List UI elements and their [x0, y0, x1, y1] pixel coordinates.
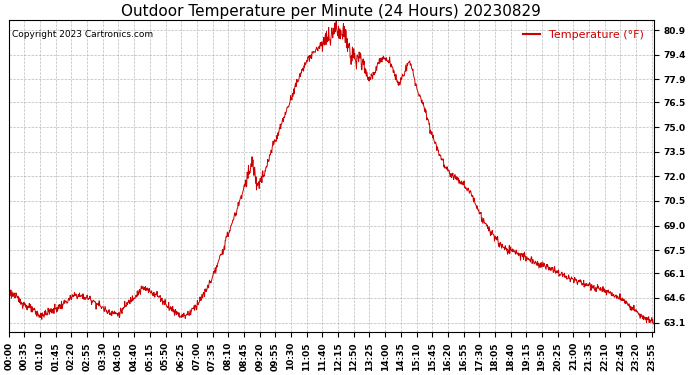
Legend: Temperature (°F): Temperature (°F) — [519, 26, 648, 45]
Title: Outdoor Temperature per Minute (24 Hours) 20230829: Outdoor Temperature per Minute (24 Hours… — [121, 4, 541, 19]
Text: Copyright 2023 Cartronics.com: Copyright 2023 Cartronics.com — [12, 30, 153, 39]
